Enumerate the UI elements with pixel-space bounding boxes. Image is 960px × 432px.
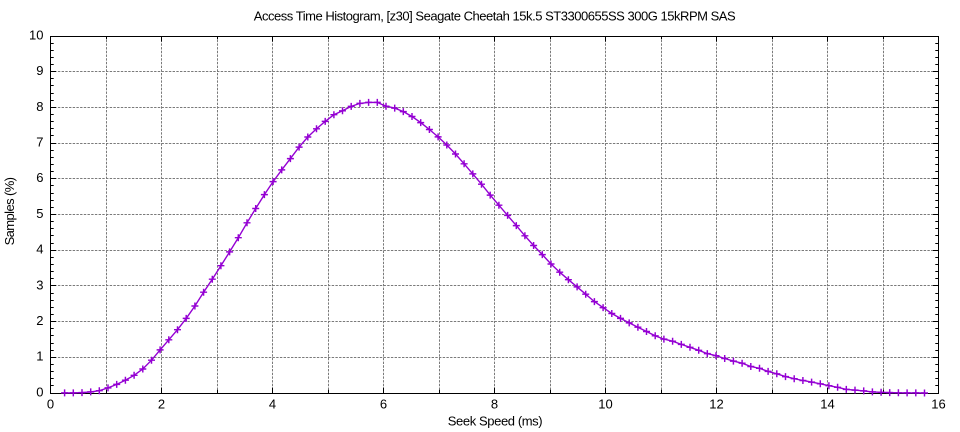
svg-text:2: 2 (36, 313, 43, 328)
svg-text:3: 3 (36, 277, 43, 292)
svg-text:Seek Speed (ms): Seek Speed (ms) (448, 413, 543, 428)
svg-text:10: 10 (29, 27, 43, 42)
svg-text:9: 9 (36, 63, 43, 78)
svg-text:0: 0 (36, 384, 43, 399)
svg-text:8: 8 (491, 397, 498, 412)
svg-text:1: 1 (36, 349, 43, 364)
svg-text:Samples (%): Samples (%) (2, 177, 17, 245)
svg-text:0: 0 (47, 397, 54, 412)
svg-text:Access Time Histogram, [z30] S: Access Time Histogram, [z30] Seagate Che… (254, 9, 736, 24)
svg-text:5: 5 (36, 206, 43, 221)
svg-text:7: 7 (36, 135, 43, 150)
svg-text:4: 4 (36, 242, 43, 257)
svg-text:14: 14 (820, 397, 834, 412)
svg-text:16: 16 (931, 397, 945, 412)
svg-text:6: 6 (380, 397, 387, 412)
svg-text:2: 2 (158, 397, 165, 412)
svg-text:6: 6 (36, 170, 43, 185)
svg-text:8: 8 (36, 99, 43, 114)
svg-text:10: 10 (598, 397, 612, 412)
svg-text:4: 4 (269, 397, 276, 412)
svg-text:12: 12 (709, 397, 723, 412)
